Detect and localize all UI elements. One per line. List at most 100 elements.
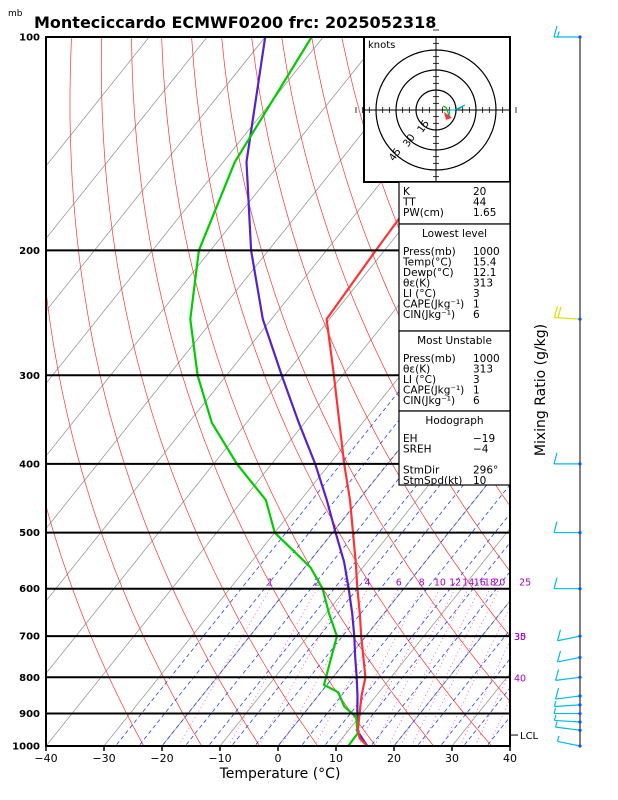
most_unstable-panel [398,330,511,412]
chart-title: Monteciccardo ECMWF0200 frc: 2025052318 [34,13,436,32]
x-tick-label: −40 [34,752,57,765]
wind-barb-staff [555,726,581,731]
dewpoint-curve [189,37,359,746]
hodograph-trace-upper [448,104,466,119]
mixing-ratio-label: 8 [419,578,425,589]
wind-barb-staff [554,704,581,708]
wind-barb-875 [553,700,582,708]
lowest_level-label: Temp(°C) [402,257,452,269]
dry-adiabat-line [69,37,261,746]
hodograph_params-value: −4 [473,444,489,456]
p-tick-label: 700 [19,632,40,643]
lowest_level-label: θε(K) [403,278,430,290]
wind-barb-staff [557,635,581,642]
mixing-ratio-label: 4 [364,578,370,589]
hodograph_params-label: EH [403,433,418,445]
x-tick-label: 0 [275,752,282,765]
wind-barb-feather [556,735,560,742]
dry-adiabat-line [612,37,618,761]
dry-adiabat-line [191,37,493,746]
mixing-ratio-label: 14 [462,578,474,589]
p-tick-label: 900 [19,709,40,720]
isotherm-line [46,37,382,457]
hodograph-unit-label: knots [368,40,395,51]
indices-value: 44 [473,197,487,209]
isotherm-line [103,237,510,746]
wind-barb-dot [578,587,582,591]
isotherm-line [46,37,440,530]
wind-barb-feather [557,306,562,318]
most_unstable-value: 313 [473,364,493,376]
wind-barb-dot [578,744,582,748]
mixing-ratio-label: 30 [514,632,526,643]
wind-barb-feather [554,669,560,681]
p-tick-label: 800 [19,673,40,684]
p-tick-label: 600 [19,584,40,595]
wind-barb-dot [578,703,582,707]
dry-adiabat-line [582,37,618,761]
indices-label: TT [402,197,416,209]
p-tick-label: 1000 [12,742,40,753]
wind-barb-feather [553,521,558,533]
indices-value: 20 [473,186,486,198]
lowest_level-panel [398,223,511,332]
wind-barb-850 [554,687,582,700]
x-tick-label: −10 [208,752,231,765]
mixing-ratio-line [357,588,441,746]
wind-barb-dot [578,711,582,716]
wind-barb-950 [554,721,582,732]
p-tick-label: 400 [19,459,40,470]
wind-barb-feather [556,629,562,641]
wind-barb-900 [553,707,582,716]
wind-barb-dot [578,720,582,724]
moist-adiabat-line [115,251,510,746]
x-tick-label: −20 [150,752,173,765]
mixing-ratio-line [338,588,423,746]
hodograph_params-header: Hodograph [425,415,483,427]
indices-panel [398,181,511,225]
mixing-ratio-line [474,670,510,746]
mixing-ratio-line [388,588,469,746]
moist-adiabat-line [439,658,510,746]
dry-adiabat-line [281,37,510,572]
moist-adiabat-line [416,629,510,746]
wind-barb-feather [553,714,557,721]
wind-barb-feather [554,687,560,700]
lowest_level-value: 313 [473,278,493,290]
hodograph-ring-30 [395,69,477,151]
hodograph_params-label: StmDir [403,465,440,477]
isotherm-line [556,21,618,761]
wind-barb-400 [553,452,582,466]
wind-barbs [553,25,582,748]
indices-label: K [403,186,411,198]
wind-barb-100 [553,25,582,39]
moist-adiabat-line [300,484,510,746]
mixing-ratio-label: 20 [493,578,505,589]
mixing-ratio-line [314,588,400,746]
wind-barb-staff [555,676,581,681]
mixing-ratio-line [258,588,347,746]
wind-barb-staff [557,656,581,663]
wind-barb-dot [578,317,582,321]
most_unstable-label: CIN(Jkg⁻¹) [403,395,455,407]
mixing-ratio-label: 35 [514,632,526,643]
mixing-ratio-label: 40 [514,673,526,684]
mixing-ratio-line [487,698,510,746]
mixing-ratio-label: 2 [314,578,320,589]
most_unstable-label: Press(mb) [403,353,456,365]
hodograph_params-value: 296° [473,465,498,477]
wind-barb-feather [556,650,562,663]
wind-barb-feather [553,306,558,318]
most_unstable-value: 3 [473,374,480,386]
moist-adiabat-line [323,513,510,746]
lowest_level-label: CAPE(Jkg⁻¹) [403,299,464,311]
p-tick-label: 500 [19,528,40,539]
most_unstable-value: 1 [473,385,480,397]
wind-barb-staff [557,740,581,747]
lowest_level-label: Dewp(°C) [403,267,454,279]
wind-barb-dot [578,462,582,466]
wind-barb-dot [578,634,582,638]
mixing-ratio-line [178,588,271,746]
p-tick-label: 100 [19,33,40,44]
